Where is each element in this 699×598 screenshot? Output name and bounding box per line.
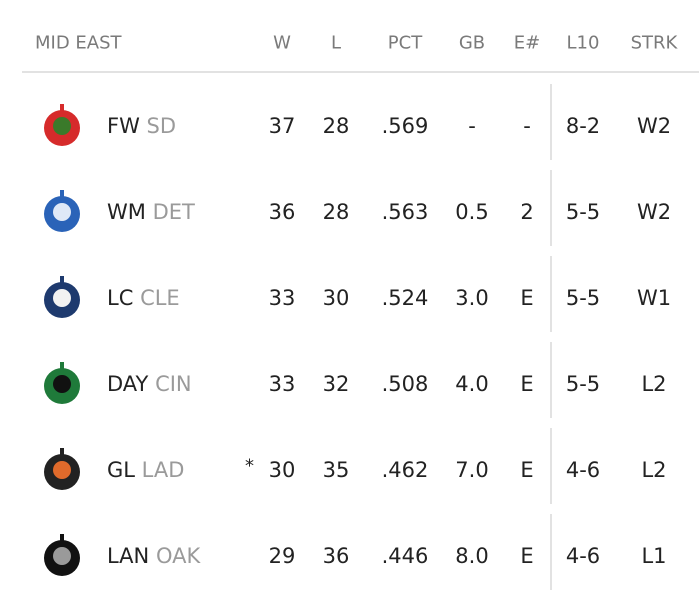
stat-cell: W2	[636, 200, 672, 224]
column-header: GB	[458, 32, 486, 54]
column-header: L10	[566, 32, 600, 54]
stat-cell: E	[520, 286, 534, 310]
team-code: FW	[107, 114, 140, 138]
stat-cell: .563	[381, 200, 429, 224]
stat-cell: 8-2	[565, 114, 601, 138]
affiliate: SD	[146, 114, 177, 138]
team-label: DAY CIN	[107, 372, 192, 396]
team-label: FW SD	[107, 114, 176, 138]
row-divider	[550, 170, 552, 246]
clinch-marker: *	[245, 455, 254, 477]
stat-cell: .446	[381, 544, 429, 568]
team-code: LAN	[107, 544, 150, 568]
team-logo	[44, 190, 80, 232]
affiliate: LAD	[141, 458, 185, 482]
stat-cell: 5-5	[565, 372, 601, 396]
team-label: WM DET	[107, 200, 195, 224]
team-logo	[44, 104, 80, 146]
affiliate: CLE	[140, 286, 180, 310]
affiliate: DET	[152, 200, 195, 224]
stat-cell: E	[520, 544, 534, 568]
stat-cell: 4.0	[455, 372, 489, 396]
team-logo	[44, 276, 80, 318]
stat-cell: 4-6	[565, 544, 601, 568]
stat-cell: 2	[520, 200, 534, 224]
row-divider	[550, 256, 552, 332]
team-label: LC CLE	[107, 286, 180, 310]
stat-cell: 7.0	[455, 458, 489, 482]
affiliate: CIN	[155, 372, 192, 396]
division-title: MID EAST	[35, 32, 122, 54]
column-header: PCT	[387, 32, 423, 54]
stat-cell: 30	[322, 286, 350, 310]
stat-cell: 33	[268, 286, 296, 310]
stat-cell: 28	[322, 200, 350, 224]
row-divider	[550, 428, 552, 504]
team-code: LC	[107, 286, 134, 310]
stat-cell: W2	[636, 114, 672, 138]
row-divider	[550, 514, 552, 590]
team-code: WM	[107, 200, 146, 224]
stat-cell: -	[468, 114, 476, 138]
stat-cell: 4-6	[565, 458, 601, 482]
team-label: GL LAD	[107, 458, 184, 482]
column-header: W	[273, 32, 291, 54]
stat-cell: W1	[636, 286, 672, 310]
stat-cell: .508	[381, 372, 429, 396]
stat-cell: 33	[268, 372, 296, 396]
team-logo	[44, 448, 80, 490]
stat-cell: .524	[381, 286, 429, 310]
team-code: GL	[107, 458, 135, 482]
team-logo	[44, 534, 80, 576]
stat-cell: 3.0	[455, 286, 489, 310]
stat-cell: 0.5	[455, 200, 489, 224]
team-code: DAY	[107, 372, 149, 396]
stat-cell: -	[523, 114, 531, 138]
row-divider	[550, 84, 552, 160]
stat-cell: 32	[322, 372, 350, 396]
stat-cell: .462	[381, 458, 429, 482]
row-divider	[550, 342, 552, 418]
stat-cell: 37	[268, 114, 296, 138]
stat-cell: 5-5	[565, 286, 601, 310]
stat-cell: L1	[641, 544, 667, 568]
stat-cell: 28	[322, 114, 350, 138]
stat-cell: 29	[268, 544, 296, 568]
column-header: E#	[513, 32, 541, 54]
stat-cell: L2	[641, 458, 667, 482]
header-rule	[22, 71, 699, 73]
stat-cell: L2	[641, 372, 667, 396]
stat-cell: 5-5	[565, 200, 601, 224]
stat-cell: 36	[322, 544, 350, 568]
team-label: LAN OAK	[107, 544, 200, 568]
stat-cell: 30	[268, 458, 296, 482]
stat-cell: E	[520, 372, 534, 396]
stat-cell: 36	[268, 200, 296, 224]
stat-cell: E	[520, 458, 534, 482]
stat-cell: 8.0	[455, 544, 489, 568]
stat-cell: .569	[381, 114, 429, 138]
column-header: L	[330, 32, 342, 54]
team-logo	[44, 362, 80, 404]
column-header: STRK	[630, 32, 678, 54]
stat-cell: 35	[322, 458, 350, 482]
affiliate: OAK	[155, 544, 201, 568]
